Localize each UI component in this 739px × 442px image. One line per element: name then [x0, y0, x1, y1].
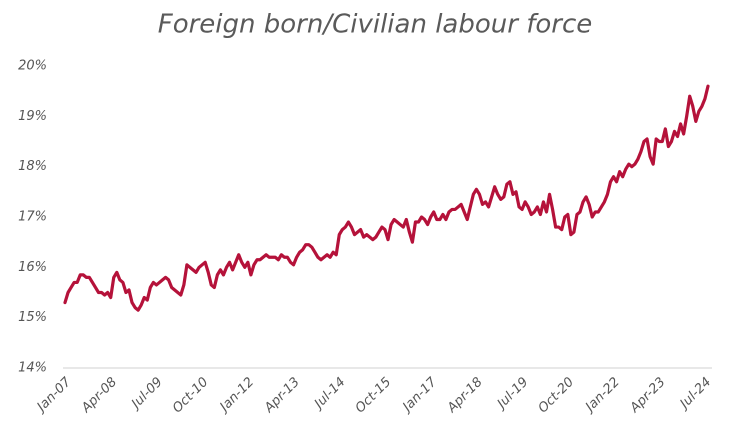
x-tick-label: Jan-12	[215, 375, 257, 417]
x-tick-label: Apr-18	[444, 375, 486, 417]
x-tick-label: Oct-15	[353, 375, 395, 417]
x-tick-label: Jul-14	[310, 375, 349, 414]
x-tick-label: Jan-17	[398, 374, 440, 416]
x-tick-label: Jan-22	[581, 375, 623, 417]
x-tick-label: Apr-13	[261, 375, 303, 417]
x-tick-label: Oct-10	[170, 375, 212, 417]
y-tick-label: 18%	[18, 159, 47, 174]
data-line	[63, 84, 710, 312]
x-tick-label: Oct-20	[536, 375, 578, 417]
y-tick-label: 17%	[18, 210, 47, 225]
y-tick-label: 19%	[18, 109, 47, 124]
y-tick-label: 14%	[18, 361, 47, 376]
x-tick-label: Jul-24	[675, 375, 714, 414]
chart-title: Foreign born/Civilian labour force	[158, 10, 593, 40]
x-tick-label: Apr-08	[78, 375, 120, 417]
y-tick-label: 16%	[18, 260, 47, 275]
x-tick-label: Jul-19	[493, 375, 532, 414]
y-tick-label: 20%	[18, 59, 47, 74]
x-tick-label: Apr-23	[627, 375, 669, 417]
x-tick-label: Jul-09	[127, 375, 166, 414]
y-tick-label: 15%	[18, 310, 47, 325]
x-tick-label: Jan-07	[32, 374, 74, 416]
